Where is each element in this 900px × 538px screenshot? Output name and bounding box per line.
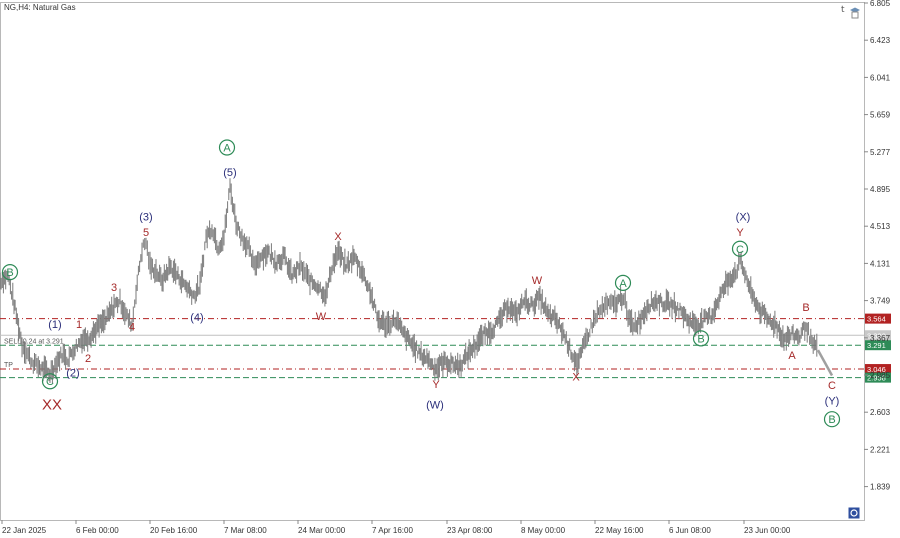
- level-tag-label: 3.291: [867, 341, 886, 350]
- wave-label: A: [788, 350, 796, 362]
- y-tick-label: 2.985: [870, 371, 891, 380]
- x-tick-label: 6 Feb 00:00: [76, 526, 119, 535]
- level-tag-bg: [865, 372, 891, 383]
- take-profit-label: TP: [4, 362, 13, 369]
- y-tick-label: 1.839: [870, 483, 891, 492]
- wave-label: B: [828, 414, 835, 426]
- x-tick-label: 22 Jan 2025: [2, 526, 47, 535]
- timeframe: H4: [18, 3, 29, 12]
- wave-label: (2): [66, 367, 79, 379]
- x-tick-label: 7 Mar 08:00: [224, 526, 267, 535]
- y-tick-label: 5.277: [870, 148, 891, 157]
- wave-label: (5): [223, 167, 236, 179]
- level-tag-bg: [865, 364, 891, 375]
- instrument-name: Natural Gas: [33, 3, 76, 12]
- y-tick-label: 3.749: [870, 297, 891, 306]
- x-tick-label: 22 May 16:00: [595, 526, 644, 535]
- level-tag-label: 3.564: [867, 315, 886, 324]
- y-tick-label: 2.603: [870, 408, 891, 417]
- level-tag-bg: [865, 330, 891, 341]
- level-tag-label: 3.393: [867, 331, 886, 340]
- y-tick-label: 2.221: [870, 445, 891, 454]
- wave-label: Y: [432, 379, 440, 391]
- time-axis[interactable]: 22 Jan 2025 6 Feb 00:00 20 Feb 16:00 7 Mar …: [1, 520, 791, 535]
- trade-glyph: t: [841, 5, 845, 15]
- wave-label: (1): [48, 319, 61, 331]
- x-tick-label: 20 Feb 16:00: [150, 526, 198, 535]
- y-tick-label: 4.131: [870, 259, 891, 268]
- x-tick-label: 23 Apr 08:00: [447, 526, 493, 535]
- y-tick-label: 5.659: [870, 111, 891, 120]
- wave-label: (4): [190, 312, 203, 324]
- wave-label: 4: [129, 322, 135, 334]
- wave-circle: [692, 330, 710, 347]
- wave-label: W: [316, 311, 327, 323]
- wave-label: XX: [42, 397, 62, 414]
- wave-label: B: [6, 267, 13, 279]
- symbol-code: NG: [4, 3, 16, 12]
- trade-panel-button[interactable]: t: [841, 5, 845, 15]
- x-tick-label: 23 Jun 00:00: [744, 526, 791, 535]
- wave-label: C: [828, 380, 836, 392]
- wave-label: A: [619, 278, 627, 290]
- wave-labels: BXXC(1)(2)1234(3)5(4)(5)AXWY(W)WXAB(X)YC…: [1, 139, 841, 428]
- x-tick-label: 6 Jun 08:00: [669, 526, 711, 535]
- wave-label: A: [223, 143, 231, 155]
- x-tick-label: 24 Mar 00:00: [298, 526, 346, 535]
- level-tag-bg: [865, 340, 891, 351]
- level-tag-label: 3.046: [867, 365, 886, 374]
- wave-label: X: [334, 231, 342, 243]
- y-tick-label: 3.367: [870, 334, 891, 343]
- price-bars: [0, 178, 818, 383]
- y-tick-label: 4.895: [870, 185, 891, 194]
- level-tag-label: 2.958: [867, 374, 886, 383]
- y-tick-label: 4.513: [870, 222, 891, 231]
- plot-border: [0, 2, 865, 521]
- y-tick-label: 6.041: [870, 73, 891, 82]
- projection-line: [816, 349, 834, 377]
- y-tick-label: 6.805: [870, 0, 891, 8]
- wave-circle: [1, 264, 19, 281]
- plot-frame: [0, 2, 865, 521]
- wave-label: 3: [111, 282, 117, 294]
- wave-label: C: [46, 376, 54, 388]
- wave-label: X: [572, 371, 580, 383]
- circle-icon[interactable]: [848, 507, 860, 519]
- wave-circle: [731, 240, 749, 257]
- wave-label: C: [736, 244, 744, 256]
- x-tick-label: 7 Apr 16:00: [372, 526, 413, 535]
- wave-label: B: [802, 302, 809, 314]
- wave-circle: [41, 373, 59, 390]
- wave-label: (X): [736, 212, 751, 224]
- sell-order-label: SELL 0.24 at 3.291: [4, 338, 64, 345]
- wave-label: 1: [76, 319, 82, 331]
- price-axis[interactable]: 6.805 6.423 6.041 5.659 5.277 4.895 4.513 4.131…: [864, 0, 891, 492]
- wave-label: W: [532, 275, 543, 287]
- wave-label: 5: [143, 227, 149, 239]
- wave-circle: [823, 411, 841, 428]
- wave-label: Y: [736, 227, 744, 239]
- wave-label: B: [697, 333, 704, 345]
- wave-label: (W): [426, 400, 444, 412]
- level-tag-bg: [865, 313, 891, 324]
- wave-label: 2: [85, 353, 91, 365]
- wave-label: (Y): [825, 396, 840, 408]
- x-tick-label: 8 May 00:00: [521, 526, 566, 535]
- wave-label: (3): [139, 212, 152, 224]
- symbol-header: NG,H4: Natural Gas: [4, 3, 76, 12]
- graduation-cap-icon[interactable]: [849, 6, 861, 20]
- price-series: [0, 178, 834, 383]
- wave-circle: [218, 139, 236, 156]
- y-tick-label: 6.423: [870, 36, 891, 45]
- wave-circle: [614, 274, 632, 291]
